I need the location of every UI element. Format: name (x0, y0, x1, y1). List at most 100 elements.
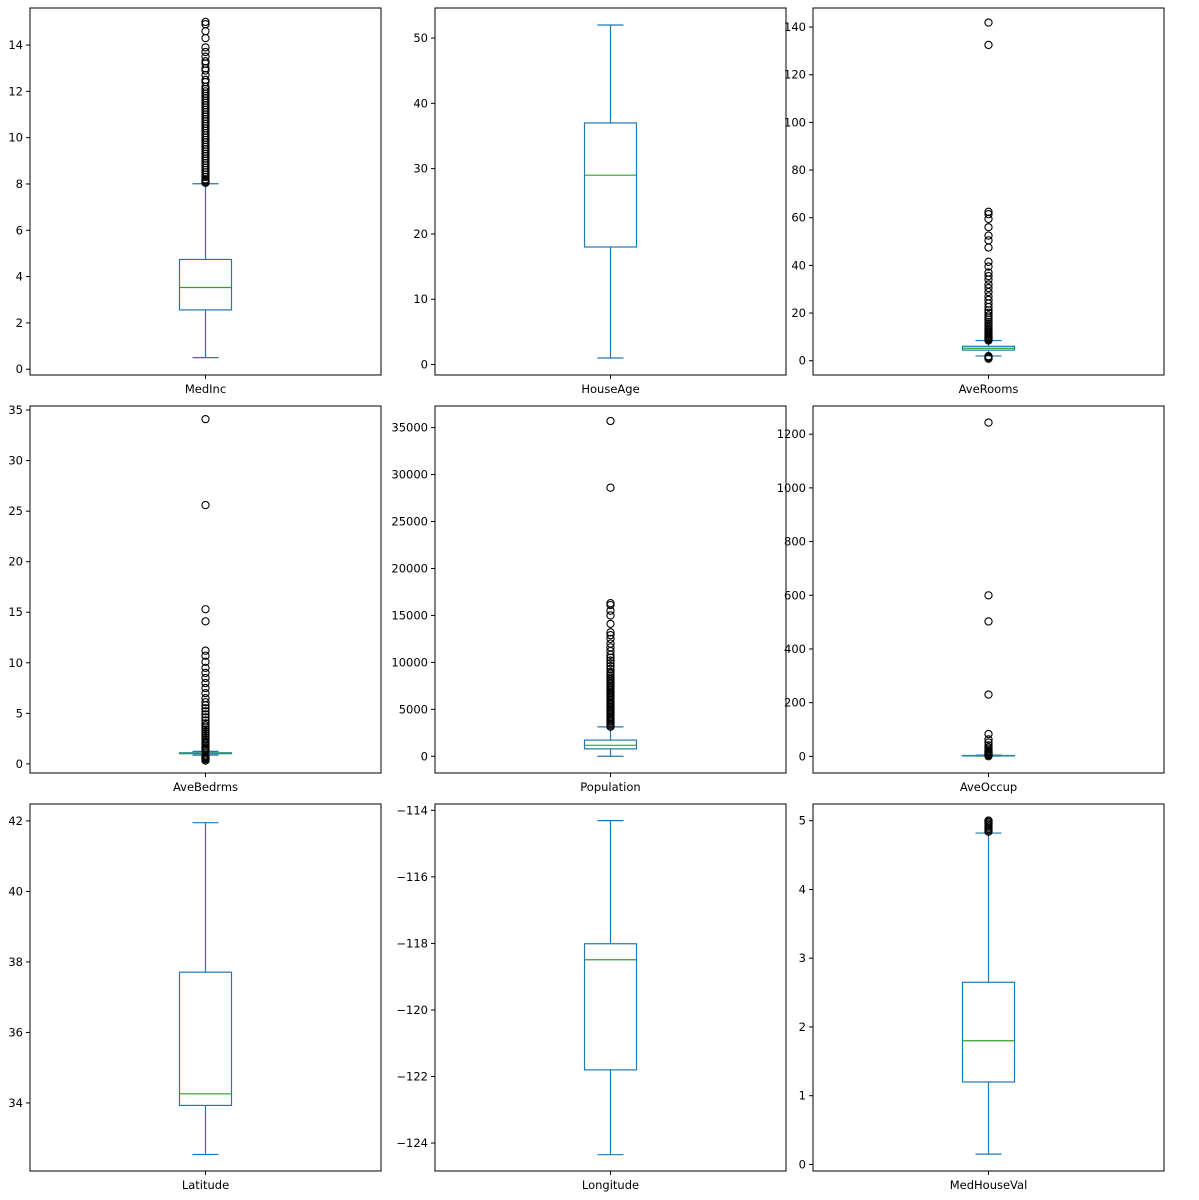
y-tick-label: 5 (16, 706, 23, 720)
y-tick-label: 0 (421, 358, 428, 372)
outlier-point (201, 688, 210, 698)
y-tick-label: 800 (784, 535, 806, 549)
outlier-point (201, 707, 210, 716)
outlier-point (984, 311, 993, 320)
axes-frame (29, 803, 382, 1172)
outlier-point (984, 738, 993, 747)
y-tick-label: 14 (8, 38, 23, 52)
outlier-point (201, 673, 210, 683)
outlier-point (201, 651, 210, 660)
y-tick-label: 12 (8, 84, 23, 98)
y-tick-label: 0 (16, 757, 23, 771)
y-tick-label: −122 (396, 1070, 428, 1084)
y-tick-label: 0 (799, 354, 806, 368)
y-tick-label: 30 (8, 454, 23, 468)
y-tick-label: 36 (8, 1025, 23, 1039)
outlier-point (606, 653, 615, 662)
y-tick-label: 40 (8, 884, 23, 898)
y-tick-label: 60 (791, 211, 806, 225)
x-category-label: HouseAge (581, 382, 639, 396)
outlier-point (984, 40, 993, 50)
y-tick-label: 0 (799, 1157, 806, 1171)
y-tick-label: 4 (799, 882, 806, 896)
axes-frame (812, 803, 1165, 1172)
y-tick-label: 140 (784, 20, 806, 34)
outlier-point (606, 416, 615, 426)
y-tick-label: 20000 (391, 561, 428, 575)
iqr-box (178, 971, 233, 1107)
y-tick-label: 20 (413, 227, 428, 241)
outlier-point (201, 52, 210, 61)
axes-frame (434, 7, 787, 376)
outlier-point (984, 18, 993, 27)
outlier-point (984, 352, 993, 361)
outlier-point (201, 668, 210, 678)
outlier-point (984, 743, 993, 752)
outlier-point (201, 75, 210, 84)
outlier-point (606, 639, 615, 648)
outlier-point (606, 667, 615, 676)
outlier-point (606, 656, 615, 665)
outlier-point (984, 231, 993, 240)
subplot-avebedrms: 0 5 10 15 20 25 30 35 AveBedrms (8, 403, 382, 794)
y-tick-label: 120 (784, 68, 806, 82)
y-tick-label: 38 (8, 955, 23, 969)
outlier-point (984, 243, 993, 252)
y-tick-label: 0 (799, 749, 806, 763)
outlier-point (201, 716, 210, 725)
y-tick-label: 35 (8, 403, 23, 417)
outlier-point (201, 683, 210, 693)
subplot-averooms: 0 20 40 60 80 100 120 140 AveRooms (784, 7, 1165, 396)
x-category-label: MedHouseVal (950, 1178, 1028, 1192)
y-tick-label: 35000 (391, 421, 428, 435)
outlier-point (984, 292, 993, 301)
outlier-point (984, 207, 993, 216)
iqr-box (583, 943, 638, 1071)
outlier-point (984, 295, 993, 305)
outlier-point (984, 223, 993, 232)
outlier-point (606, 661, 615, 671)
outlier-point (606, 664, 615, 674)
iqr-box (583, 739, 638, 750)
y-tick-label: −120 (396, 1003, 428, 1017)
outlier-point (984, 257, 993, 266)
outlier-point (201, 20, 210, 29)
y-tick-label: 1200 (777, 427, 806, 441)
y-tick-label: −114 (396, 803, 428, 817)
outlier-point (201, 698, 210, 707)
axes-frame (434, 803, 787, 1172)
x-category-label: Longitude (582, 1178, 639, 1192)
outlier-point (984, 283, 993, 293)
outlier-point (606, 483, 615, 492)
axes-frame (812, 405, 1165, 774)
y-tick-label: 8 (16, 177, 23, 191)
y-tick-label: −124 (396, 1136, 428, 1150)
y-tick-label: 42 (8, 814, 23, 828)
outlier-point (201, 710, 210, 719)
y-tick-label: 20 (791, 306, 806, 320)
y-tick-label: 10 (8, 656, 23, 670)
outlier-point (984, 690, 993, 699)
x-category-label: AveRooms (959, 382, 1019, 396)
outlier-point (606, 643, 615, 652)
outlier-point (984, 280, 993, 289)
y-tick-label: 50 (413, 31, 428, 45)
outlier-point (201, 646, 210, 655)
outlier-point (201, 414, 210, 424)
y-tick-label: 80 (791, 163, 806, 177)
y-tick-label: −116 (396, 870, 428, 884)
outlier-point (201, 43, 210, 52)
y-tick-label: 10000 (391, 655, 428, 669)
y-tick-label: 200 (784, 696, 806, 710)
y-tick-label: 1 (799, 1089, 806, 1103)
y-tick-label: 25 (8, 504, 23, 518)
outlier-point (606, 630, 615, 640)
outlier-point (984, 591, 993, 600)
subplot-aveoccup: 0 200 400 600 800 1000 1200 AveOccup (777, 405, 1165, 794)
subplot-latitude: 34 36 38 40 42 Latitude (8, 803, 382, 1192)
outlier-point (606, 634, 615, 644)
outlier-point (984, 418, 993, 427)
outlier-point (984, 262, 993, 271)
y-tick-label: 30000 (391, 468, 428, 482)
